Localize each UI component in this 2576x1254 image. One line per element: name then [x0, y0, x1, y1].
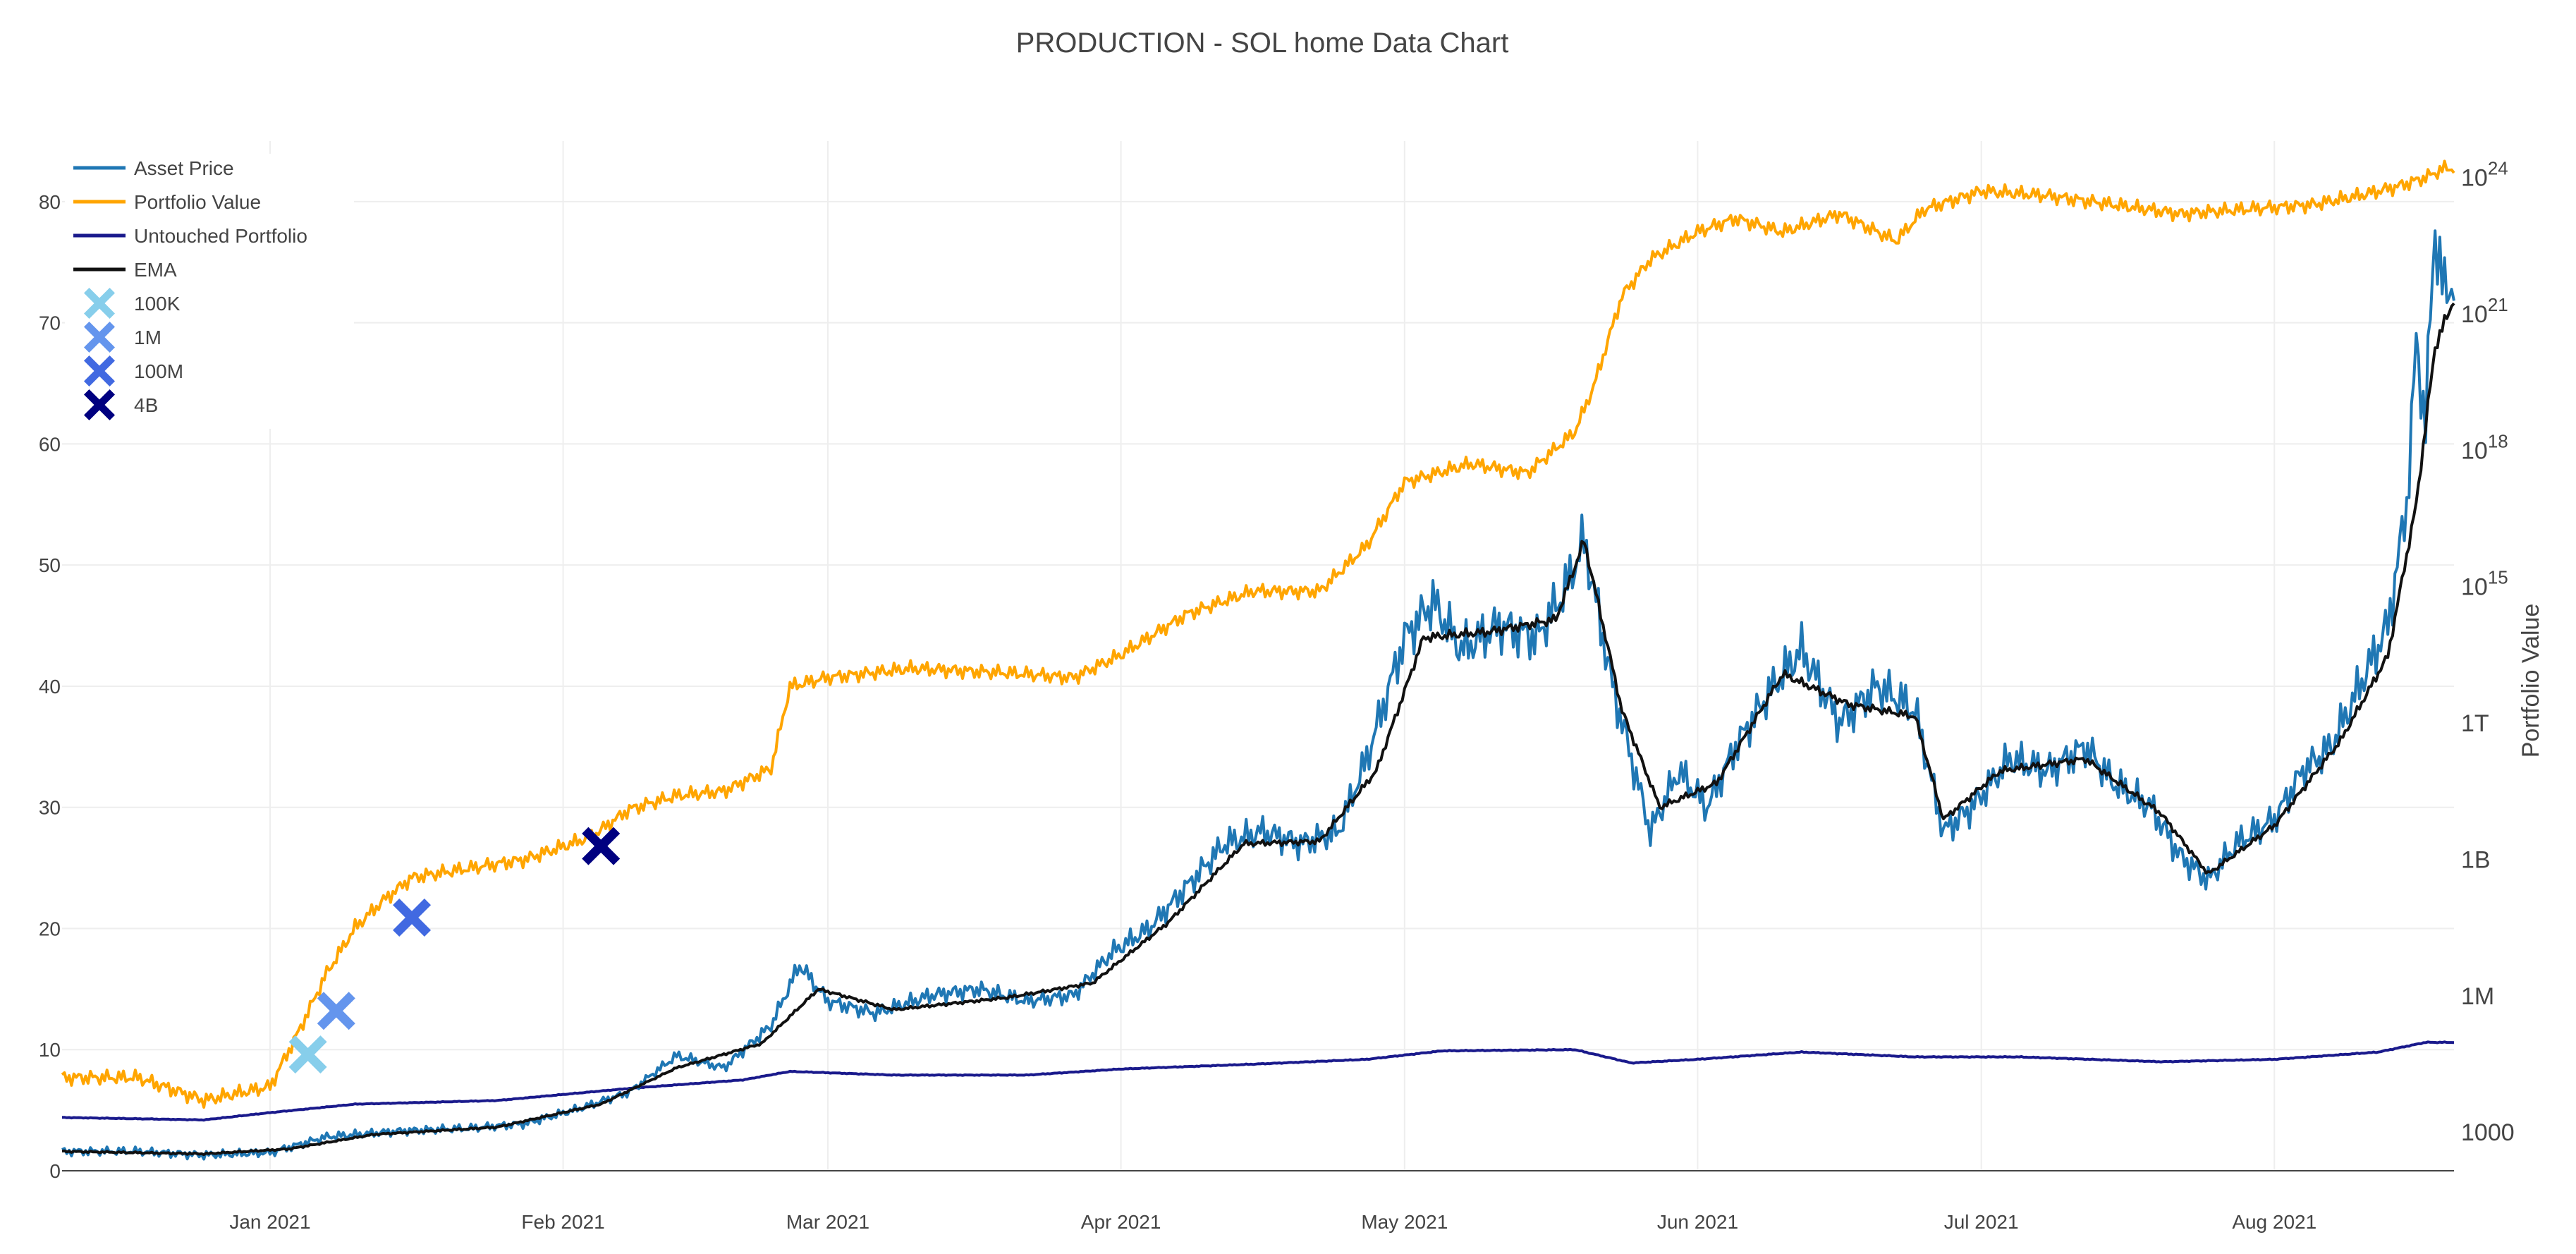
- x-tick-label: Jan 2021: [229, 1211, 310, 1233]
- x-tick-label: Aug 2021: [2232, 1211, 2316, 1233]
- legend[interactable]: Asset Price Portfolio Value Untouched Port…: [65, 154, 354, 429]
- y-right-tick-label: 1T: [2461, 710, 2489, 737]
- y-right-tick-label: 1000: [2461, 1119, 2515, 1146]
- y-left-tick-label: 80: [39, 191, 61, 213]
- y-left-tick-label: 40: [39, 676, 61, 698]
- y-left-tick-label: 60: [39, 433, 61, 455]
- legend-label: Portfolio Value: [134, 191, 261, 213]
- marker-100k: [288, 1035, 327, 1074]
- legend-marker-icon: [84, 322, 115, 353]
- chart-title: PRODUCTION - SOL home Data Chart: [1016, 28, 1509, 59]
- legend-label: 100K: [134, 293, 181, 315]
- legend-label: EMA: [134, 259, 177, 281]
- marker-100m: [393, 899, 432, 937]
- marker-4b: [582, 827, 621, 865]
- x-tick-label: Feb 2021: [521, 1211, 604, 1233]
- x-tick-label: Jun 2021: [1657, 1211, 1738, 1233]
- legend-label: 100M: [134, 360, 183, 382]
- series-layer: [61, 159, 2455, 1161]
- x-gridlines: [269, 141, 2276, 1171]
- y-right-tick-exponent: 24: [2488, 158, 2508, 179]
- y-left-tick-labels: 0 10 20 30 40 50 60 70 80: [39, 191, 61, 1182]
- legend-label: 4B: [134, 394, 158, 416]
- x-tick-label: May 2021: [1361, 1211, 1448, 1233]
- y-right-tick-label: 1024: [2461, 158, 2508, 192]
- series-line-asset-price: [61, 229, 2455, 1161]
- y-left-tick-label: 0: [49, 1160, 61, 1182]
- x-tick-label: Apr 2021: [1081, 1211, 1161, 1233]
- marker-1m: [317, 992, 355, 1030]
- legend-marker-icon: [84, 355, 115, 386]
- legend-marker-icon: [84, 389, 115, 420]
- y-left-tick-label: 70: [39, 312, 61, 334]
- y-right-axis-label: Portfolio Value: [2517, 604, 2544, 758]
- y-right-tick-exponent: 18: [2488, 430, 2508, 451]
- y-right-tick-labels: 1000 1M 1B 1T 1015 1018 1021 1024: [2461, 158, 2515, 1147]
- y-right-tick-exponent: 21: [2488, 294, 2508, 315]
- y-left-tick-label: 10: [39, 1039, 61, 1061]
- series-line-ema: [61, 302, 2455, 1157]
- y-right-tick-label: 1018: [2461, 430, 2508, 464]
- y-right-tick-label: 1B: [2461, 846, 2491, 873]
- y-left-tick-label: 20: [39, 918, 61, 939]
- y-right-tick-exponent: 15: [2488, 567, 2508, 588]
- series-line-untouched-portfolio: [62, 1040, 2455, 1122]
- markers-layer: [288, 827, 621, 1074]
- legend-label: Asset Price: [134, 157, 234, 179]
- x-tick-label: Mar 2021: [786, 1211, 869, 1233]
- y-left-tick-label: 30: [39, 797, 61, 819]
- legend-label: Untouched Portfolio: [134, 225, 307, 247]
- x-tick-label: Jul 2021: [1944, 1211, 2019, 1233]
- y-right-tick-label: 1021: [2461, 294, 2508, 328]
- y-right-tick-label: 1015: [2461, 567, 2508, 601]
- legend-marker-icon: [84, 288, 115, 319]
- x-tick-labels: Jan 2021 Feb 2021 Mar 2021 Apr 2021 May 2021…: [229, 1211, 2316, 1233]
- y-gridlines: [62, 200, 2454, 1051]
- legend-label: 1M: [134, 327, 161, 348]
- y-right-tick-label: 1M: [2461, 983, 2494, 1010]
- y-left-tick-label: 50: [39, 554, 61, 576]
- series-line-portfolio-value: [61, 159, 2455, 1109]
